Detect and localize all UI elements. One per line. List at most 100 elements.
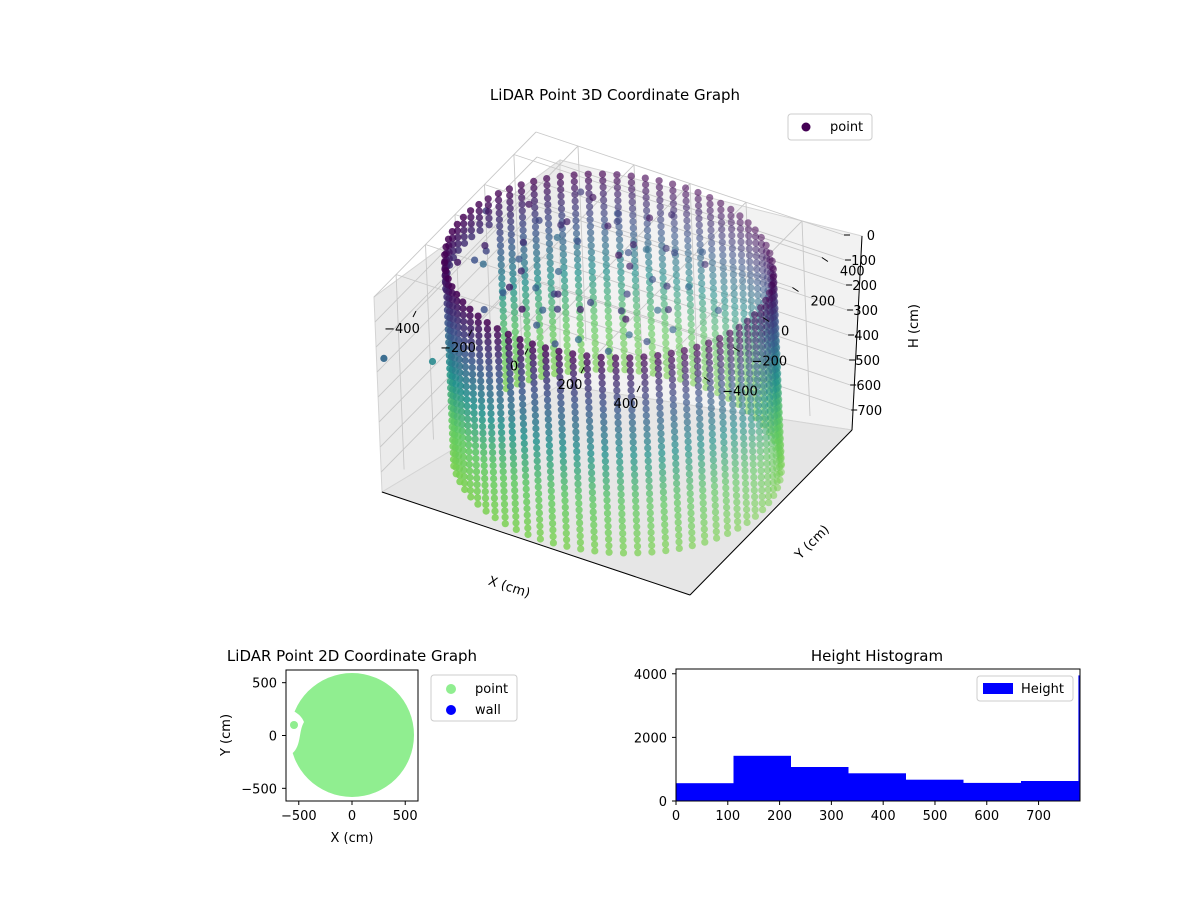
lidar-point [574, 480, 582, 488]
lidar-point [747, 415, 756, 423]
lidar-point [491, 514, 499, 522]
lidar-point [647, 535, 656, 543]
lidar-point [669, 193, 677, 201]
lidar-point [497, 248, 505, 256]
lidar-point [529, 346, 537, 355]
lidar-point [668, 362, 676, 370]
lidar-point [648, 275, 657, 284]
lidar-point [452, 387, 460, 395]
lidar-point [442, 267, 450, 275]
lidar-point [485, 351, 493, 359]
lidar-point [501, 507, 509, 515]
lidar-point [496, 222, 504, 230]
lidar-point [719, 425, 728, 433]
lidar-point [629, 211, 637, 219]
lidar-point [549, 532, 557, 541]
lidar-point [752, 239, 760, 247]
lidar-point [718, 245, 727, 253]
lidar-point [739, 277, 747, 285]
lidar-point [675, 336, 683, 344]
lidar-point [569, 356, 577, 364]
lidar-point [697, 454, 705, 462]
lidar-point [588, 255, 596, 263]
lidar-point [707, 226, 715, 234]
lidar-point [718, 225, 726, 233]
lidar-point [512, 512, 520, 521]
lidar-point [641, 174, 649, 182]
lidar-point [718, 386, 726, 394]
lidar-point [726, 329, 734, 337]
lidar-point [721, 303, 729, 311]
lidar-point [499, 313, 507, 321]
lidar-point [675, 330, 683, 338]
y-tick-label-3d: −400 [722, 385, 758, 400]
lidar-point [520, 246, 528, 254]
lidar-point [620, 340, 628, 348]
lidar-point [499, 474, 508, 482]
lidar-point [496, 235, 504, 243]
lidar-point [559, 451, 567, 459]
lidar-point [757, 323, 766, 331]
lidar-point [560, 477, 568, 485]
lidar-point [520, 426, 528, 435]
lidar-point [506, 211, 515, 219]
lidar-point [468, 370, 477, 378]
lidar-point [530, 184, 538, 192]
lidar-point [698, 248, 707, 256]
lidar-point [496, 390, 504, 398]
lidar-point [601, 451, 609, 459]
lidar-point [464, 428, 472, 436]
lidar-point [627, 172, 635, 180]
y-tick-label-2d: 0 [269, 730, 277, 745]
lidar-point [749, 447, 757, 455]
lidar-point [510, 295, 518, 303]
lidar-point [680, 347, 688, 355]
lidar-point [631, 471, 639, 479]
lidar-point [716, 354, 725, 362]
lidar-point [523, 504, 531, 513]
lidar-point [549, 318, 557, 326]
lidar-point [545, 240, 554, 248]
lidar-point [728, 388, 736, 396]
lidar-point [759, 266, 767, 274]
lidar-point [587, 242, 595, 250]
lidar-point [720, 445, 728, 453]
lidar-point [707, 398, 715, 406]
lidar-point [466, 305, 474, 313]
lidar-point [675, 531, 683, 540]
lidar-point [729, 257, 737, 265]
lidar-point [739, 421, 747, 429]
lidar-point [747, 284, 755, 292]
lidar-point [531, 216, 539, 224]
lidar-point [523, 517, 532, 526]
lidar-point [460, 233, 468, 241]
lidar-point [448, 289, 456, 297]
lidar-point [658, 255, 666, 263]
lidar-point [531, 411, 540, 420]
lidar-point [469, 390, 477, 398]
lidar-point [588, 482, 596, 490]
lidar-point [455, 465, 463, 473]
lidar-point [627, 179, 636, 187]
lidar-point [556, 179, 565, 187]
lidar-point [468, 357, 476, 365]
lidar-point [729, 407, 737, 415]
lidar-point [642, 187, 650, 195]
lidar-point [629, 445, 638, 453]
z-axis-label-3d: H (cm) [907, 304, 922, 348]
lidar-point [556, 172, 564, 180]
lidar-point [572, 223, 580, 231]
lidar-point [543, 194, 552, 202]
lidar-point [499, 461, 507, 469]
grid-left-y [425, 244, 434, 440]
lidar-point [627, 380, 635, 388]
lidar-point [747, 297, 755, 305]
lidar-point [559, 250, 568, 258]
lidar-point [732, 485, 740, 493]
lidar-point [659, 488, 668, 496]
lidar-point [575, 281, 583, 290]
lidar-point [659, 268, 667, 276]
lidar-point [741, 466, 749, 475]
lidar-point [570, 382, 578, 390]
lidar-point [532, 431, 540, 439]
